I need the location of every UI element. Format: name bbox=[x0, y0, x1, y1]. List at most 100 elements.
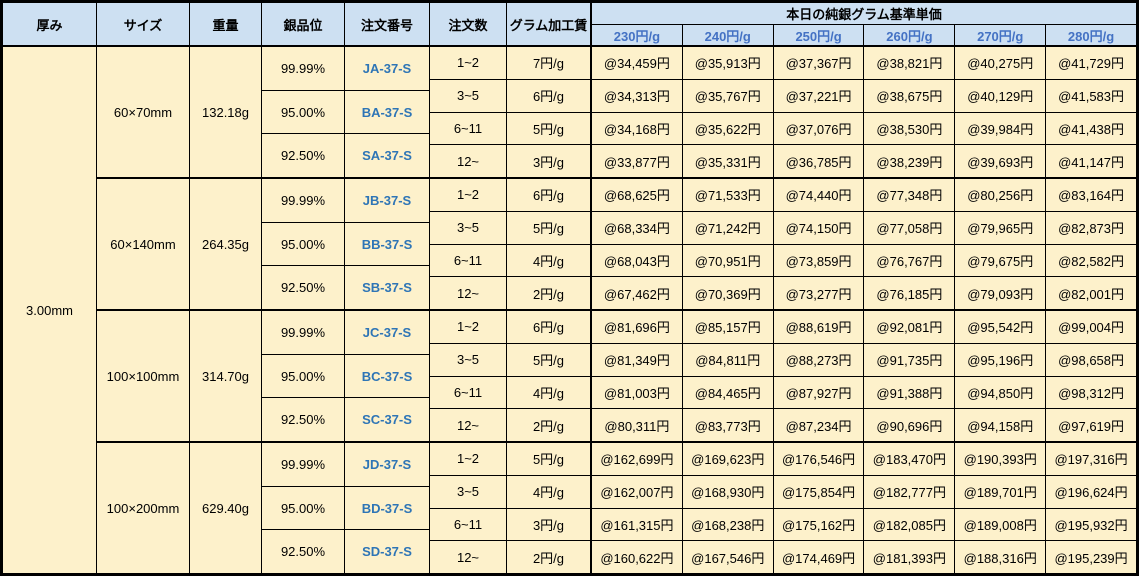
price-header-group: 本日の純銀グラム基準単価 230円/g 240円/g 250円/g 260円/g… bbox=[592, 3, 1136, 45]
order-quantity-value: 3~5 bbox=[430, 211, 507, 244]
unit-price-value: @181,393円 bbox=[864, 541, 956, 573]
processing-fee-value: 5円/g bbox=[507, 443, 592, 475]
col-header-order-quantity: 注文数 bbox=[430, 3, 507, 45]
purity-value: 95.00% bbox=[262, 222, 345, 266]
unit-price-value: @68,625円 bbox=[592, 179, 683, 211]
unit-price-value: @94,158円 bbox=[955, 409, 1047, 441]
unit-price-value: @183,470円 bbox=[864, 443, 956, 475]
unit-price-value: @85,157円 bbox=[683, 311, 774, 343]
size-block: 60×140mm 264.35g 99.99% JB-37-S 95.00% BB-37-… bbox=[97, 177, 1136, 310]
unit-price-value: @95,542円 bbox=[955, 311, 1047, 343]
purity-row: 92.50% SA-37-S bbox=[262, 133, 430, 178]
unit-price-value: @91,388円 bbox=[864, 376, 956, 409]
rate-header-270: 270円/g bbox=[955, 25, 1047, 45]
unit-price-value: @67,462円 bbox=[592, 277, 683, 309]
size-blocks: 60×70mm 132.18g 99.99% JA-37-S 95.00% BA-37-S… bbox=[97, 47, 1136, 574]
unit-price-value: @84,465円 bbox=[683, 376, 774, 409]
tier-row: 6~11 4円/g @81,003円 @84,465円 @87,927円 @91,388円… bbox=[430, 375, 1136, 409]
order-quantity-value: 3~5 bbox=[430, 343, 507, 376]
unit-price-value: @35,767円 bbox=[683, 79, 774, 112]
tier-rows: 1~2 7円/g @34,459円 @35,913円 @37,367円 @38,821円 @… bbox=[430, 47, 1136, 177]
purity-row: 92.50% SD-37-S bbox=[262, 529, 430, 574]
unit-price-value: @34,313円 bbox=[592, 79, 683, 112]
rate-header-row: 230円/g 240円/g 250円/g 260円/g 270円/g 280円/… bbox=[592, 25, 1136, 45]
unit-price-value: @95,196円 bbox=[955, 343, 1047, 376]
unit-price-value: @98,312円 bbox=[1058, 385, 1125, 401]
tier-row: 1~2 5円/g @162,699円 @169,623円 @176,546円 @183,4… bbox=[430, 443, 1136, 475]
purity-row: 99.99% JD-37-S bbox=[262, 443, 430, 486]
order-number-value: JC-37-S bbox=[345, 311, 430, 354]
purity-group: 99.99% JC-37-S 95.00% BC-37-S 92.50% SC-37-S bbox=[262, 311, 430, 442]
unit-price-value: @38,530円 bbox=[864, 112, 956, 145]
unit-price-value: @77,058円 bbox=[864, 211, 956, 244]
order-quantity-value: 6~11 bbox=[430, 376, 507, 409]
rate-header-240: 240円/g bbox=[683, 25, 774, 45]
unit-price-value: @196,624円 bbox=[1054, 485, 1128, 501]
processing-fee-value: 7円/g bbox=[507, 47, 592, 79]
unit-price-value: @73,277円 bbox=[774, 277, 865, 309]
table-header: 厚み サイズ 重量 銀品位 注文番号 注文数 グラム加工賃 本日の純銀グラム基準… bbox=[3, 3, 1136, 47]
tier-row: 1~2 6円/g @81,696円 @85,157円 @88,619円 @92,081円 @… bbox=[430, 311, 1136, 343]
col-header-order-number: 注文番号 bbox=[345, 3, 430, 45]
unit-price-value: @160,622円 bbox=[592, 541, 683, 573]
tier-row: 6~11 3円/g @161,315円 @168,238円 @175,162円 @182,… bbox=[430, 507, 1136, 541]
processing-fee-value: 2円/g bbox=[507, 409, 592, 441]
purity-row: 95.00% BA-37-S bbox=[262, 89, 430, 134]
unit-price-value: @167,546円 bbox=[683, 541, 774, 573]
order-number-value: SD-37-S bbox=[345, 530, 430, 574]
order-number-value: JA-37-S bbox=[345, 47, 430, 90]
processing-fee-value: 4円/g bbox=[507, 475, 592, 508]
purity-value: 99.99% bbox=[262, 179, 345, 222]
unit-price-value: @168,238円 bbox=[683, 508, 774, 541]
order-quantity-value: 3~5 bbox=[430, 475, 507, 508]
unit-price-value: @76,767円 bbox=[864, 244, 956, 277]
unit-price-value: @98,658円 bbox=[1058, 353, 1125, 369]
order-quantity-value: 6~11 bbox=[430, 112, 507, 145]
tier-rows: 1~2 6円/g @68,625円 @71,533円 @74,440円 @77,348円 @… bbox=[430, 179, 1136, 309]
unit-price-value: @94,850円 bbox=[955, 376, 1047, 409]
purity-value: 99.99% bbox=[262, 311, 345, 354]
unit-price-value: @84,811円 bbox=[683, 343, 774, 376]
tier-row: 1~2 6円/g @68,625円 @71,533円 @74,440円 @77,348円 @… bbox=[430, 179, 1136, 211]
purity-group: 99.99% JA-37-S 95.00% BA-37-S 92.50% SA-37-S bbox=[262, 47, 430, 178]
unit-price-value: @182,085円 bbox=[864, 508, 956, 541]
unit-price-value: @40,275円 bbox=[955, 47, 1047, 79]
weight-value: 314.70g bbox=[190, 311, 262, 441]
unit-price-value: @74,150円 bbox=[774, 211, 865, 244]
unit-price-value: @82,582円 bbox=[1058, 253, 1125, 269]
price-group-title: 本日の純銀グラム基準単価 bbox=[592, 3, 1136, 25]
tier-row: 3~5 6円/g @34,313円 @35,767円 @37,221円 @38,675円 @… bbox=[430, 78, 1136, 112]
order-quantity-value: 1~2 bbox=[430, 311, 507, 343]
processing-fee-value: 4円/g bbox=[507, 244, 592, 277]
col-header-processing-fee: グラム加工賃 bbox=[507, 3, 592, 45]
unit-price-value: @188,316円 bbox=[955, 541, 1047, 573]
unit-price-value: @79,965円 bbox=[955, 211, 1047, 244]
purity-group: 99.99% JB-37-S 95.00% BB-37-S 92.50% SB-37-S bbox=[262, 179, 430, 310]
order-quantity-value: 1~2 bbox=[430, 179, 507, 211]
unit-price-value: @175,162円 bbox=[774, 508, 865, 541]
size-block: 60×70mm 132.18g 99.99% JA-37-S 95.00% BA-37-S… bbox=[97, 47, 1136, 178]
processing-fee-value: 3円/g bbox=[507, 145, 592, 177]
purity-value: 99.99% bbox=[262, 443, 345, 486]
purity-value: 95.00% bbox=[262, 354, 345, 398]
purity-row: 95.00% BC-37-S bbox=[262, 353, 430, 398]
unit-price-value: @169,623円 bbox=[683, 443, 774, 475]
unit-price-value: @83,773円 bbox=[683, 409, 774, 441]
unit-price-value: @68,043円 bbox=[592, 244, 683, 277]
unit-price-value: @77,348円 bbox=[864, 179, 956, 211]
purity-row: 92.50% SB-37-S bbox=[262, 265, 430, 310]
unit-price-value: @92,081円 bbox=[864, 311, 956, 343]
unit-price-value: @37,221円 bbox=[774, 79, 865, 112]
order-number-value: BA-37-S bbox=[345, 90, 430, 134]
unit-price-value: @70,951円 bbox=[683, 244, 774, 277]
unit-price-value: @37,076円 bbox=[774, 112, 865, 145]
size-value: 60×140mm bbox=[97, 179, 190, 309]
unit-price-value: @37,367円 bbox=[774, 47, 865, 79]
tier-row: 3~5 4円/g @162,007円 @168,930円 @175,854円 @182,7… bbox=[430, 474, 1136, 508]
order-quantity-value: 12~ bbox=[430, 409, 507, 441]
purity-row: 99.99% JC-37-S bbox=[262, 311, 430, 354]
unit-price-value: @68,334円 bbox=[592, 211, 683, 244]
unit-price-value: @174,469円 bbox=[774, 541, 865, 573]
order-number-value: SA-37-S bbox=[345, 134, 430, 178]
